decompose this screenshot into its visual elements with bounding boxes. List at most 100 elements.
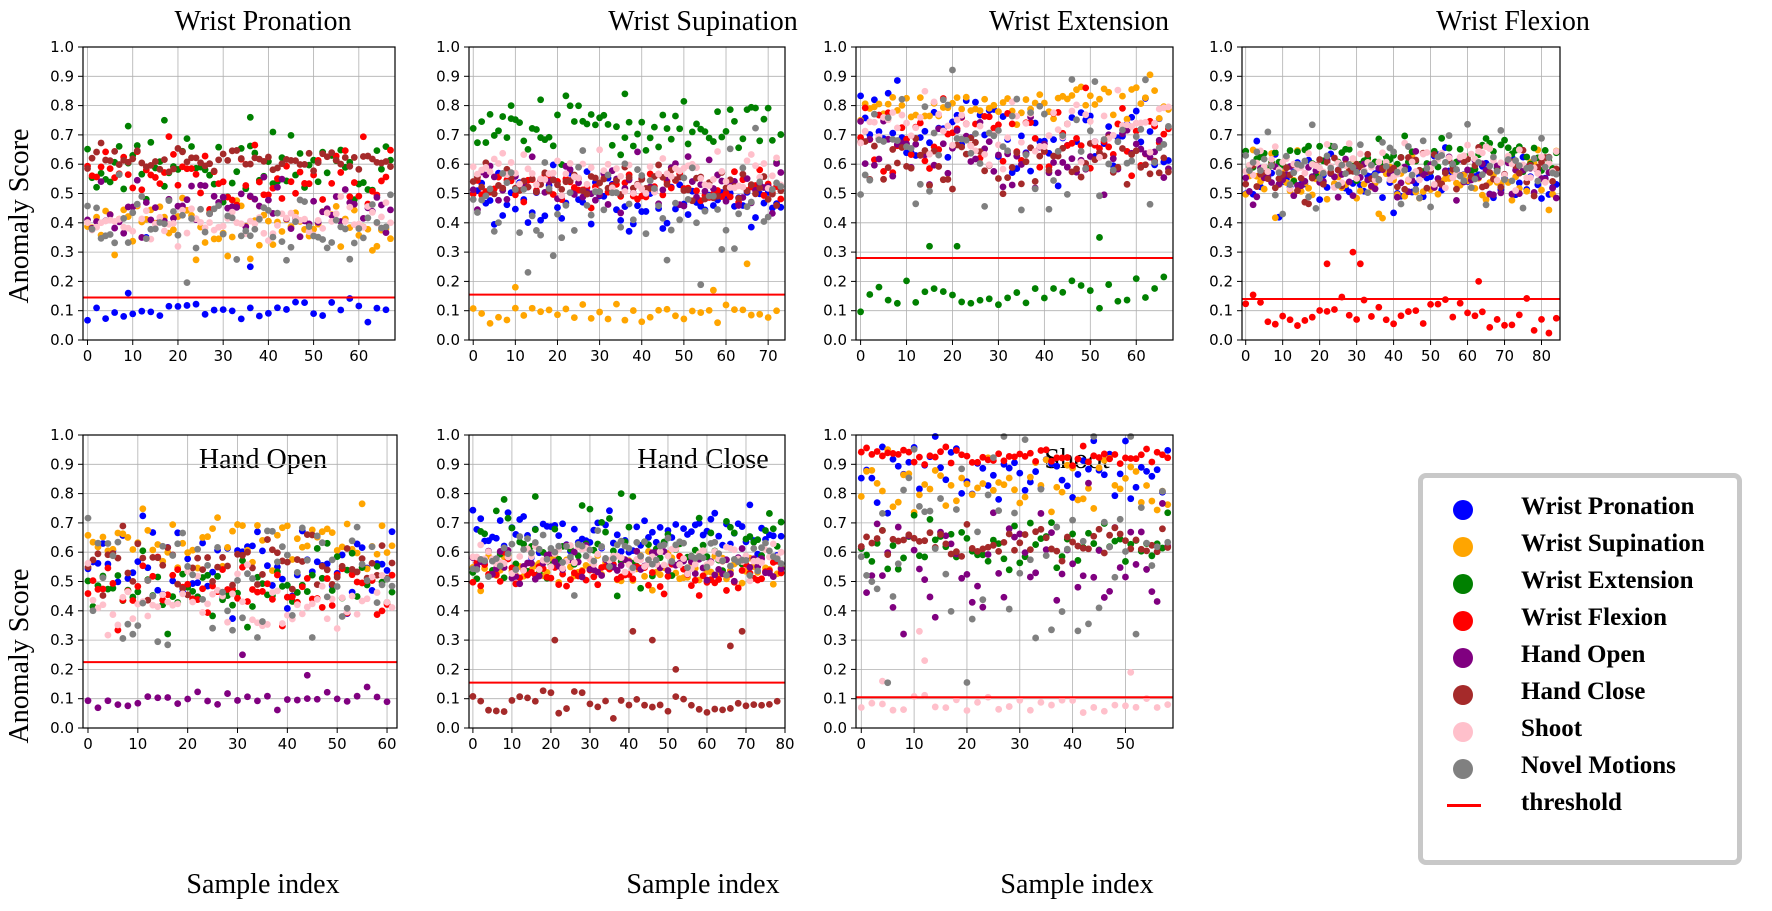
data-point [1404,308,1412,315]
data-point [1079,495,1087,503]
data-point [545,185,553,192]
data-point-outlier [926,242,933,250]
data-point [672,199,679,207]
data-point [634,202,641,210]
data-point [188,182,195,190]
data-point [355,192,363,200]
data-point [373,599,381,607]
data-point [898,101,906,109]
data-point [1349,192,1357,200]
data-point [183,135,191,143]
data-point [609,555,617,563]
data-point [1105,88,1113,96]
data-point [707,559,715,567]
data-point [863,551,870,559]
data-point [764,195,772,203]
data-point [1545,329,1553,337]
data-point-outlier [629,493,637,500]
data-point [1368,161,1375,169]
data-point [570,688,578,695]
data-point [219,588,226,596]
x-tick-label: 70 [1495,347,1514,365]
data-point [84,697,92,705]
data-point [1412,186,1420,193]
data-point [570,548,578,556]
data-point [1164,454,1172,462]
x-tick-label: 10 [506,347,525,365]
data-point [1116,515,1124,523]
data-point [879,452,886,460]
data-point [318,539,326,547]
data-point [499,184,507,192]
data-point [308,634,316,641]
data-point [566,102,574,110]
data-point [884,100,892,108]
data-point [769,525,777,533]
data-point [338,594,346,602]
data-point [214,563,221,571]
data-point [1059,288,1067,296]
data-point [1059,159,1067,166]
data-point [469,196,477,203]
data-point [602,697,609,705]
data-point [559,558,567,566]
x-tick-label: 60 [716,347,735,365]
data-point [1393,183,1401,191]
data-point [249,575,256,582]
data-point [1301,169,1309,177]
data-point [861,127,869,135]
data-point [879,572,886,580]
data-point [1085,479,1092,487]
data-point [773,697,781,705]
data-point [768,172,776,180]
data-point [535,572,543,580]
data-point [1137,451,1145,459]
data-point [106,157,114,165]
data-point [308,571,316,579]
data-point [511,205,519,213]
data-point [1068,76,1076,83]
data-point [1382,162,1390,170]
data-point [777,560,785,568]
data-point [926,187,933,195]
data-point [512,566,520,573]
data-point [656,583,664,590]
data-point [242,227,250,235]
data-point [531,539,539,546]
data-point [1073,165,1080,173]
data-point [1143,467,1150,475]
data-point [486,197,494,204]
data-point [244,598,251,605]
data-point [1160,130,1168,138]
data-point [332,202,340,210]
data-point [579,301,587,308]
data-point [981,202,989,210]
data-point [648,586,656,594]
data-point [707,515,715,523]
data-point [1264,318,1272,326]
data-point [952,447,960,454]
data-point [1128,172,1136,180]
data-point [224,618,231,626]
data-point [298,610,306,618]
data-point [486,168,494,176]
data-point [353,593,361,600]
data-point [164,641,172,649]
data-point [684,564,691,572]
data-point [625,227,633,235]
y-tick-label: 0.1 [823,690,847,708]
data-point [1245,167,1253,174]
data-point [323,593,331,601]
data-point [1021,549,1029,557]
data-point [705,182,713,190]
data-point [516,229,523,236]
x-tick-label: 0 [83,735,93,753]
data-point [228,233,236,241]
data-point [629,564,637,572]
data-point [333,547,341,554]
data-point [1497,183,1505,191]
data-point-outlier [648,636,656,644]
data-point [1082,101,1090,109]
panel-wrist-flexion: Wrist Flexion 0 10 20 30 40 50 60 70 800.00.10.2… [1209,6,1590,365]
data-point [664,552,672,560]
